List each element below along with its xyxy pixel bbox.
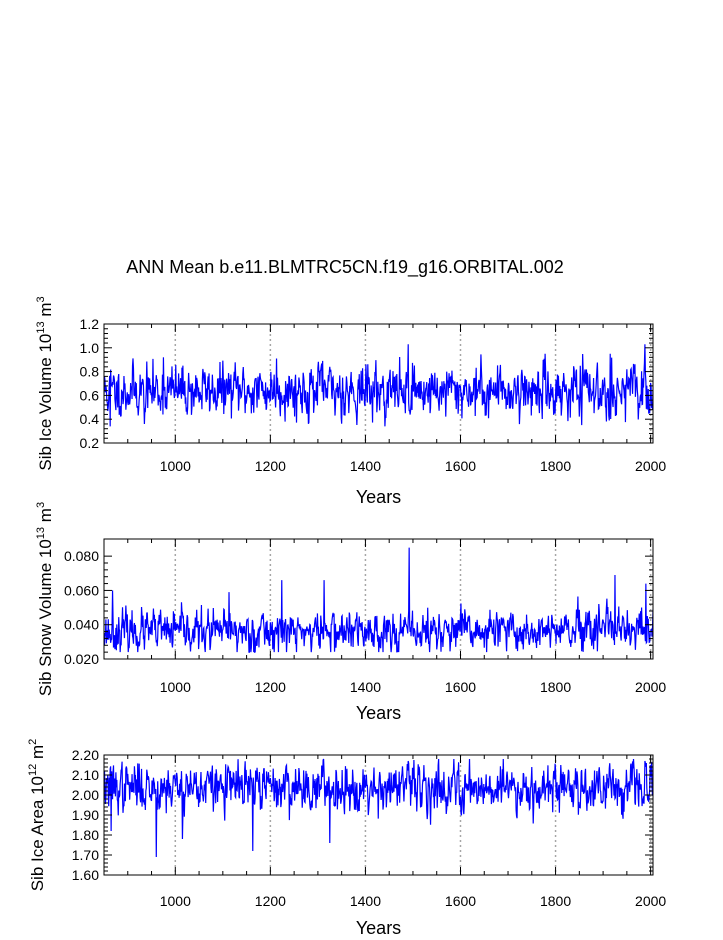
y-tick-label: 0.4 bbox=[80, 411, 100, 427]
plot-frame bbox=[103, 323, 654, 444]
y-tick-label: 0.080 bbox=[64, 548, 99, 564]
y-tick-label: 0.8 bbox=[80, 364, 100, 380]
y-tick-label: 2.20 bbox=[72, 747, 99, 763]
panel-snow-volume: 1000 1200 1400 1600 1800 2000 0.020 0.040 0.060 0… bbox=[35, 502, 666, 723]
y-tick-label: 0.6 bbox=[80, 387, 100, 403]
series-line-snow-volume bbox=[104, 547, 653, 654]
x-tick-label: 1600 bbox=[445, 679, 476, 695]
y-tick-label: 0.020 bbox=[64, 651, 99, 667]
y-tick-label: 2.00 bbox=[72, 787, 99, 803]
y-axis-label: Sib Ice Area 1012 m2 bbox=[27, 739, 47, 892]
x-tick-label: 1200 bbox=[255, 458, 286, 474]
y-tick-label: 2.10 bbox=[72, 767, 99, 783]
x-tick-label: 1000 bbox=[160, 458, 191, 474]
x-tick-label: 1400 bbox=[350, 458, 381, 474]
y-tick-label: 1.70 bbox=[72, 847, 99, 863]
chart-title: ANN Mean b.e11.BLMTRC5CN.f19_g16.ORBITAL… bbox=[126, 257, 564, 278]
x-tick-label: 1200 bbox=[255, 679, 286, 695]
x-tick-label: 2000 bbox=[635, 893, 666, 909]
x-tick-label: 1800 bbox=[540, 893, 571, 909]
x-axis-label: Years bbox=[356, 918, 401, 935]
y-tick-label: 1.0 bbox=[80, 340, 100, 356]
x-tick-label: 1000 bbox=[160, 679, 191, 695]
y-tick-label: 0.040 bbox=[64, 617, 99, 633]
y-tick-label: 1.60 bbox=[72, 867, 99, 883]
x-tick-label: 1800 bbox=[540, 679, 571, 695]
y-axis-label: Sib Ice Volume 1013 m3 bbox=[35, 296, 55, 470]
x-axis-label: Years bbox=[356, 703, 401, 723]
x-tick-label: 1600 bbox=[445, 458, 476, 474]
x-tick-label: 1400 bbox=[350, 893, 381, 909]
y-tick-label: 0.2 bbox=[80, 435, 100, 451]
panel-ice-volume: 1000 1200 1400 1600 1800 2000 0.2 0.4 0.6 0.8 1.0 1… bbox=[35, 296, 666, 507]
y-tick-label: 1.80 bbox=[72, 827, 99, 843]
series-line-ice-volume bbox=[104, 344, 653, 427]
x-tick-label: 1800 bbox=[540, 458, 571, 474]
x-tick-label: 2000 bbox=[635, 679, 666, 695]
x-tick-label: 1600 bbox=[445, 893, 476, 909]
x-tick-label: 1400 bbox=[350, 679, 381, 695]
panel-ice-area: 1000 1200 1400 1600 1800 2000 1.60 1.70 1.80 1.90… bbox=[27, 739, 666, 938]
y-tick-label: 1.2 bbox=[80, 316, 100, 332]
x-tick-label: 1200 bbox=[255, 893, 286, 909]
x-tick-label: 1000 bbox=[160, 893, 191, 909]
y-axis-label: Sib Snow Volume 1013 m3 bbox=[35, 502, 55, 696]
y-tick-label: 1.90 bbox=[72, 807, 99, 823]
plot-frame bbox=[103, 538, 654, 660]
x-tick-label: 2000 bbox=[635, 458, 666, 474]
y-tick-label: 0.060 bbox=[64, 582, 99, 598]
x-axis-label: Years bbox=[356, 487, 401, 507]
series-line-ice-area bbox=[104, 758, 653, 858]
